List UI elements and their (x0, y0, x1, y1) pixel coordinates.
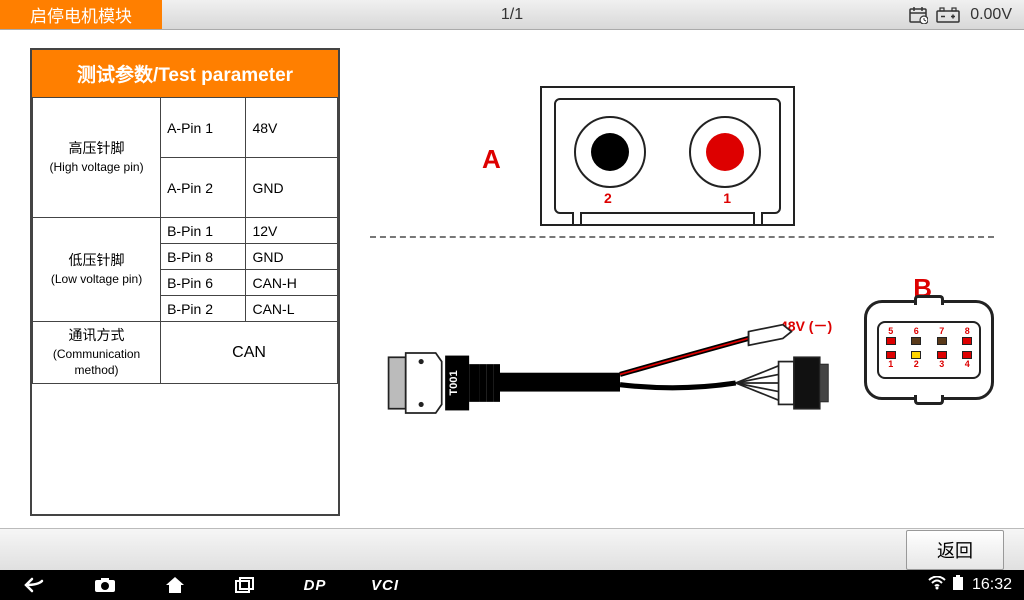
comm-label-en: (Communication method) (39, 346, 154, 380)
bottom-bar: 返回 (0, 528, 1024, 570)
parameter-table-body: 高压针脚 (High voltage pin) A-Pin 1 48V A-Pi… (32, 97, 338, 384)
status-right: 0.00V (908, 6, 1024, 24)
table-title: 测试参数/Test parameter (32, 50, 338, 97)
back-button[interactable]: 返回 (906, 530, 1004, 570)
connector-a-label: A (482, 144, 501, 175)
connector-b-icon: 5 6 7 8 1 2 3 4 (864, 300, 994, 400)
nav-back-icon[interactable] (0, 570, 70, 600)
cell-value: CAN-H (246, 270, 338, 296)
hv-label-en: (High voltage pin) (39, 159, 154, 176)
wiring-diagram: A 2 1 48V (－) T001 (350, 48, 994, 516)
connector-a-icon: 2 1 (540, 86, 795, 226)
comm-value: CAN (161, 322, 338, 384)
battery-status-icon (952, 575, 964, 595)
nav-dp-button[interactable]: DP (280, 570, 350, 600)
nav-home-icon[interactable] (140, 570, 210, 600)
separator-line (370, 236, 994, 238)
cell-value: GND (246, 244, 338, 270)
cell-value: 12V (246, 218, 338, 244)
cable-harness-icon: T001 (350, 323, 890, 443)
nav-camera-icon[interactable] (70, 570, 140, 600)
cell-value: 48V (246, 98, 338, 158)
lv-label-cn: 低压针脚 (39, 251, 154, 271)
cell-pin: B-Pin 6 (161, 270, 246, 296)
calendar-icon (908, 6, 928, 24)
system-nav-bar: DP VCI 16:32 (0, 570, 1024, 600)
cell-pin: B-Pin 8 (161, 244, 246, 270)
top-bar: 启停电机模块 1/1 0.00V (0, 0, 1024, 30)
nav-vci-button[interactable]: VCI (350, 570, 420, 600)
wifi-icon (928, 576, 946, 594)
cell-value: CAN-L (246, 296, 338, 322)
conn-a-pin2-num: 2 (604, 190, 612, 206)
cell-pin: A-Pin 2 (161, 158, 246, 218)
page-indicator: 1/1 (501, 6, 523, 24)
cell-value: GND (246, 158, 338, 218)
cell-pin: B-Pin 2 (161, 296, 246, 322)
content-area: 测试参数/Test parameter 高压针脚 (High voltage p… (0, 30, 1024, 528)
comm-label-cn: 通讯方式 (39, 326, 154, 346)
module-title: 启停电机模块 (0, 0, 162, 29)
cell-pin: B-Pin 1 (161, 218, 246, 244)
cable-label: T001 (448, 370, 460, 395)
cell-pin: A-Pin 1 (161, 98, 246, 158)
hv-label-cn: 高压针脚 (39, 139, 154, 159)
conn-a-pin1-num: 1 (723, 190, 731, 206)
clock: 16:32 (972, 576, 1024, 594)
battery-icon (936, 6, 962, 24)
nav-recent-icon[interactable] (210, 570, 280, 600)
voltage-reading: 0.00V (970, 6, 1012, 24)
lv-label-en: (Low voltage pin) (39, 271, 154, 288)
test-parameter-table: 测试参数/Test parameter 高压针脚 (High voltage p… (30, 48, 340, 516)
